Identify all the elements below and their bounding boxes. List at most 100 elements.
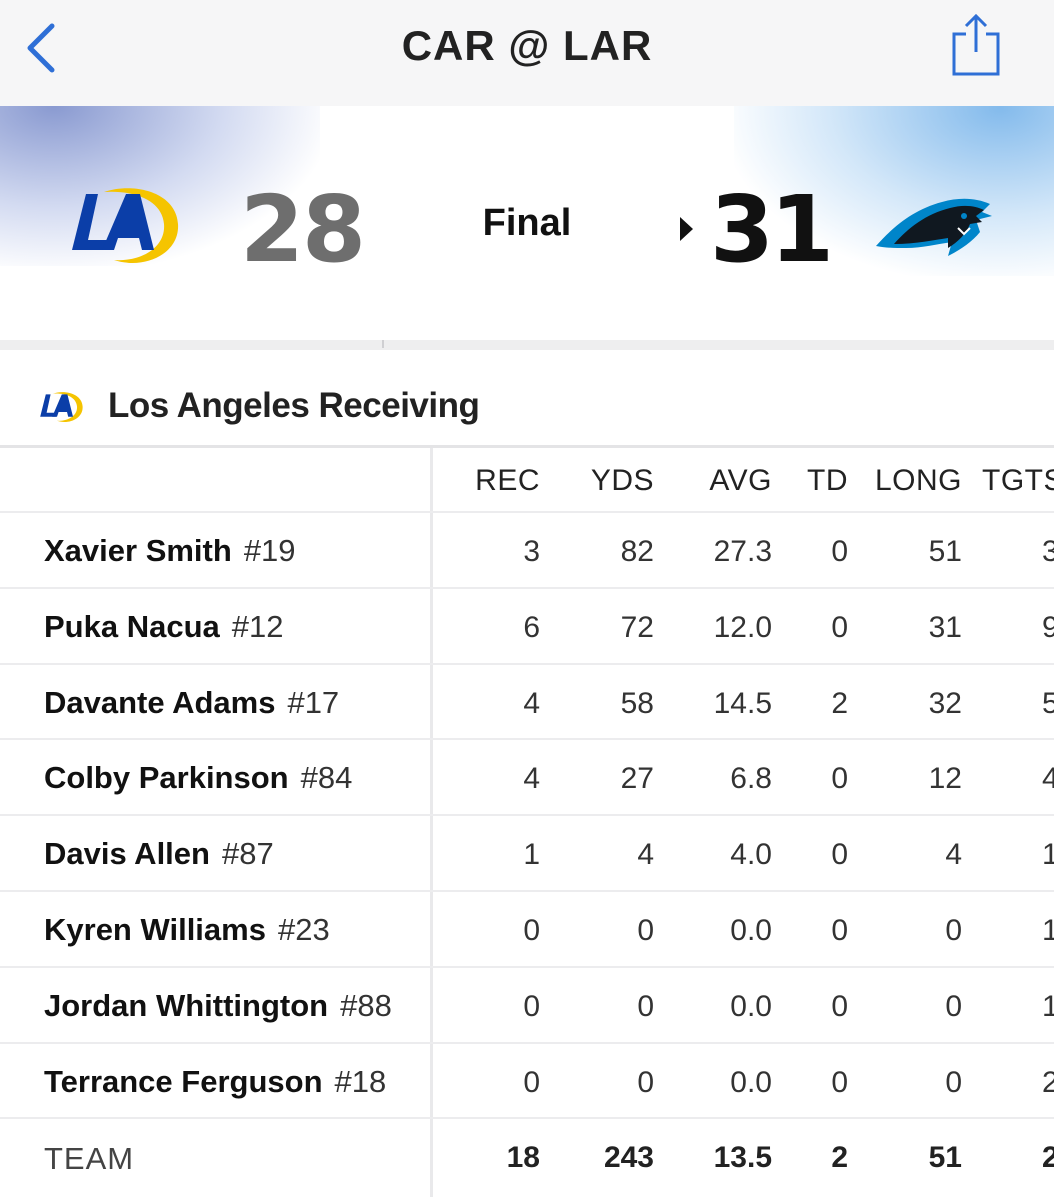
player-name-cell[interactable]: Jordan Whittington #88	[44, 988, 392, 1024]
stat-td: 0	[831, 838, 848, 872]
separator-tick	[382, 340, 384, 348]
player-number: #23	[277, 911, 330, 947]
player-name[interactable]: Jordan Whittington	[44, 987, 329, 1023]
table-row[interactable]: Colby Parkinson #84 4 27 6.8 0 12 4	[0, 738, 1054, 815]
team-avg: 13.5	[713, 1141, 772, 1175]
player-name-cell[interactable]: Davis Allen #87	[44, 836, 274, 872]
stat-rec: 3	[523, 535, 540, 568]
stat-rec: 1	[523, 838, 540, 872]
column-header-yds[interactable]: YDS	[590, 464, 654, 497]
player-number: #88	[340, 987, 392, 1023]
team-td: 2	[831, 1141, 848, 1175]
stat-td: 0	[831, 913, 848, 947]
back-button[interactable]	[18, 18, 68, 78]
player-name[interactable]: Davis Allen	[44, 836, 210, 872]
stat-avg: 6.8	[730, 762, 772, 796]
stat-yds: 0	[637, 989, 654, 1023]
stat-long: 32	[928, 686, 962, 720]
team-tgts: 2	[1042, 1141, 1054, 1175]
column-divider	[430, 816, 433, 890]
stat-long: 0	[945, 1065, 962, 1099]
player-name[interactable]: Colby Parkinson	[44, 760, 289, 796]
player-number: #17	[287, 684, 340, 720]
stat-td: 0	[831, 610, 848, 644]
stat-avg: 0.0	[730, 989, 772, 1023]
stat-avg: 4.0	[730, 838, 772, 872]
team-totals-row: TEAM 18 243 13.5 2 51 2	[0, 1117, 1054, 1198]
table-row[interactable]: Jordan Whittington #88 0 0 0.0 0 0 1	[0, 965, 1054, 1042]
stat-yds: 82	[620, 535, 654, 568]
table-row[interactable]: Davis Allen #87 1 4 4.0 0 4 1	[0, 814, 1054, 890]
stat-yds: 72	[620, 610, 654, 644]
stat-avg: 12.0	[713, 610, 772, 644]
player-number: #18	[334, 1063, 387, 1099]
column-divider	[430, 588, 433, 663]
stat-td: 0	[831, 762, 848, 796]
player-number: #12	[231, 608, 284, 644]
rams-logo-icon[interactable]	[64, 178, 184, 268]
stat-yds: 27	[620, 762, 654, 796]
column-header-long[interactable]: LONG	[874, 464, 962, 497]
column-divider	[430, 448, 433, 511]
team-rec: 18	[506, 1141, 540, 1175]
player-name-cell[interactable]: Puka Nacua #12	[44, 609, 284, 645]
table-row[interactable]: Davante Adams #17 4 58 14.5 2 32 5	[0, 662, 1054, 739]
column-header-tgts[interactable]: TGTS	[982, 464, 1054, 497]
stat-long: 0	[945, 913, 962, 947]
stat-tgts: 4	[1042, 762, 1054, 796]
stat-td: 2	[831, 686, 848, 720]
stat-long: 51	[928, 535, 962, 568]
stat-tgts: 3	[1042, 535, 1054, 568]
stat-tgts: 1	[1042, 838, 1054, 872]
table-row[interactable]: Puka Nacua #12 6 72 12.0 0 31 9	[0, 586, 1054, 663]
share-icon	[952, 13, 1000, 76]
player-name-cell[interactable]: Xavier Smith #19	[44, 533, 296, 569]
nav-bar: CAR @ LAR	[0, 0, 1054, 106]
stat-tgts: 5	[1042, 686, 1054, 720]
stat-long: 0	[945, 989, 962, 1023]
chevron-left-icon	[27, 23, 55, 73]
player-name[interactable]: Davante Adams	[44, 684, 276, 720]
stat-long: 4	[945, 838, 962, 872]
home-team-glow	[0, 106, 320, 266]
column-header-td[interactable]: TD	[807, 464, 848, 497]
panthers-logo-icon[interactable]	[872, 188, 996, 260]
table-row[interactable]: Xavier Smith #19 3 82 27.3 0 51 3	[0, 511, 1054, 587]
receiving-table: REC YDS AVG TD LONG TGTS Xavier Smith #19…	[0, 445, 1054, 1198]
column-divider	[430, 664, 433, 739]
column-divider	[430, 967, 433, 1042]
table-row[interactable]: Terrance Ferguson #18 0 0 0.0 0 0 2	[0, 1041, 1054, 1118]
player-name-cell[interactable]: Terrance Ferguson #18	[44, 1064, 386, 1100]
table-row[interactable]: Kyren Williams #23 0 0 0.0 0 0 1	[0, 889, 1054, 966]
player-name-cell[interactable]: Kyren Williams #23	[44, 912, 330, 948]
player-name[interactable]: Kyren Williams	[44, 911, 266, 947]
player-name-cell[interactable]: Davante Adams #17	[44, 685, 339, 721]
team-label: TEAM	[44, 1141, 135, 1177]
stat-tgts: 9	[1042, 610, 1054, 644]
stat-rec: 0	[523, 989, 540, 1023]
column-header-avg[interactable]: AVG	[709, 464, 772, 497]
column-divider	[430, 513, 433, 587]
stat-td: 0	[831, 535, 848, 568]
section-separator	[0, 340, 1054, 350]
stat-rec: 0	[523, 1065, 540, 1099]
column-header-rec[interactable]: REC	[475, 464, 540, 497]
home-score: 28	[240, 176, 366, 283]
column-divider	[430, 1119, 433, 1198]
stat-avg: 0.0	[730, 913, 772, 947]
player-name[interactable]: Puka Nacua	[44, 608, 220, 644]
player-name-cell[interactable]: Colby Parkinson #84	[44, 760, 352, 796]
share-button[interactable]	[948, 12, 1004, 78]
rams-small-logo-icon	[36, 388, 86, 424]
stat-yds: 0	[637, 913, 654, 947]
player-number: #87	[221, 836, 274, 872]
stat-rec: 4	[523, 686, 540, 720]
player-name[interactable]: Xavier Smith	[44, 533, 232, 568]
player-name[interactable]: Terrance Ferguson	[44, 1063, 323, 1099]
stat-yds: 58	[620, 686, 654, 720]
stat-tgts: 1	[1042, 913, 1054, 947]
player-number: #19	[243, 533, 296, 568]
away-score: 31	[710, 176, 834, 283]
game-status: Final	[482, 202, 572, 244]
page-title: CAR @ LAR	[401, 22, 653, 69]
